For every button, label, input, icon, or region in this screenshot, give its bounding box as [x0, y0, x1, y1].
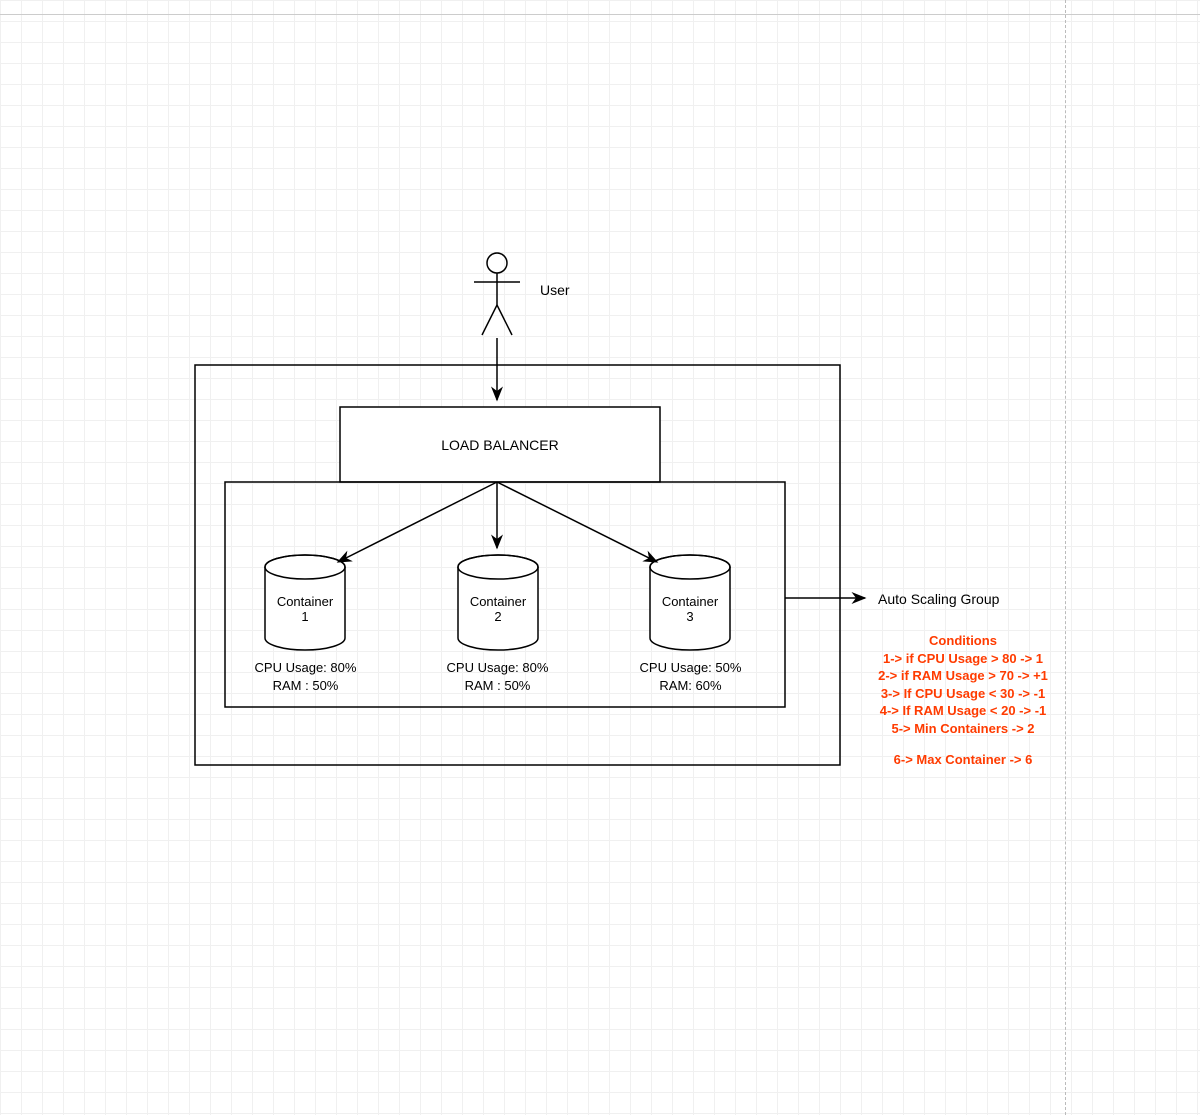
- container-3-cpu: CPU Usage: 50%: [618, 660, 763, 675]
- container-2-cpu: CPU Usage: 80%: [425, 660, 570, 675]
- user-actor-icon: [474, 253, 520, 335]
- conditions-line-6: 6-> Max Container -> 6: [868, 751, 1058, 769]
- conditions-line-2: 2-> if RAM Usage > 70 -> +1: [868, 667, 1058, 685]
- container-1-ram: RAM : 50%: [233, 678, 378, 693]
- autoscaling-group-label: Auto Scaling Group: [878, 591, 999, 607]
- conditions-line-1: 1-> if CPU Usage > 80 -> 1: [868, 650, 1058, 668]
- conditions-line-5: 5-> Min Containers -> 2: [868, 720, 1058, 738]
- conditions-title: Conditions: [868, 632, 1058, 650]
- container-3-ram: RAM: 60%: [618, 678, 763, 693]
- conditions-block: Conditions 1-> if CPU Usage > 80 -> 1 2-…: [868, 632, 1058, 769]
- load-balancer-label: LOAD BALANCER: [340, 407, 660, 482]
- conditions-line-4: 4-> If RAM Usage < 20 -> -1: [868, 702, 1058, 720]
- container-1-cpu: CPU Usage: 80%: [233, 660, 378, 675]
- container-1-label: Container 1: [265, 594, 345, 624]
- diagram-svg: [0, 0, 1200, 1115]
- user-label: User: [540, 282, 570, 298]
- arrow-lb-to-c3: [497, 482, 657, 562]
- container-3-label: Container 3: [650, 594, 730, 624]
- conditions-line-3: 3-> If CPU Usage < 30 -> -1: [868, 685, 1058, 703]
- container-2-ram: RAM : 50%: [425, 678, 570, 693]
- arrow-lb-to-c1: [338, 482, 497, 562]
- container-2-label: Container 2: [458, 594, 538, 624]
